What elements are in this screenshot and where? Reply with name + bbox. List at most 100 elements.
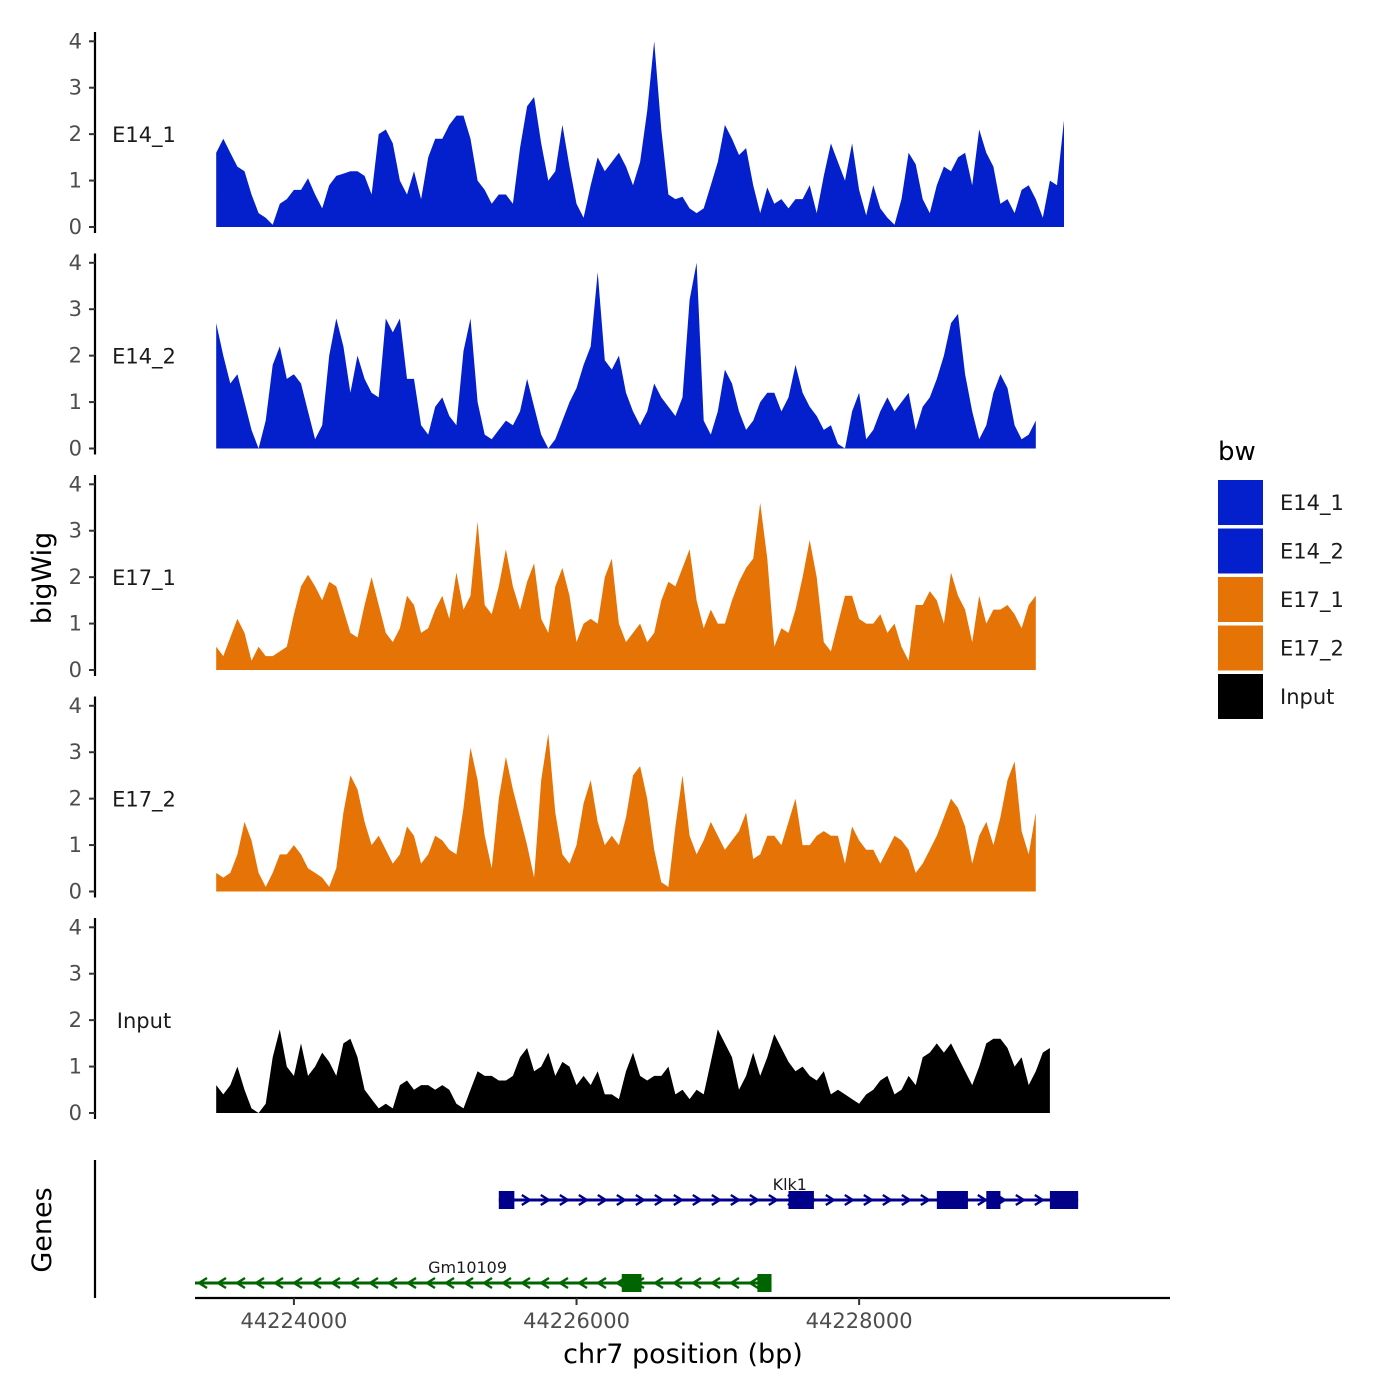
legend-title: bw [1218, 437, 1256, 467]
strand-arrow [367, 1276, 379, 1290]
strand-arrow [671, 1276, 683, 1290]
strand-arrow [310, 1276, 322, 1290]
legend-label: E14_2 [1280, 540, 1344, 565]
y-tick-label: 1 [69, 390, 82, 414]
coverage-area [216, 733, 1036, 892]
coverage-area [216, 1029, 1050, 1113]
strand-arrow [977, 1193, 989, 1207]
strand-arrow [1034, 1193, 1046, 1207]
strand-arrow [730, 1193, 742, 1207]
strand-arrow [768, 1193, 780, 1207]
y-tick-label: 4 [69, 472, 82, 496]
strand-arrow [597, 1193, 609, 1207]
track-label: E17_2 [112, 788, 176, 813]
strand-arrow [272, 1276, 284, 1290]
strand-arrow [863, 1193, 875, 1207]
x-tick-label: 44226000 [523, 1309, 630, 1333]
strand-arrow [728, 1276, 740, 1290]
y-axis-title: bigWig [27, 532, 58, 625]
y-tick-label: 4 [69, 29, 82, 53]
strand-arrow [424, 1276, 436, 1290]
strand-arrow [673, 1193, 685, 1207]
y-tick-label: 4 [69, 694, 82, 718]
genes-axis-title: Genes [27, 1187, 58, 1272]
exon [757, 1274, 772, 1292]
track-label: E14_1 [112, 123, 176, 148]
legend-swatch [1218, 577, 1263, 622]
strand-arrow [920, 1193, 932, 1207]
strand-arrow [557, 1276, 569, 1290]
legend-label: E17_2 [1280, 637, 1344, 662]
track-Input: 0 1 2 3 4 Input [69, 915, 1050, 1125]
strand-arrow [329, 1276, 341, 1290]
strand-arrow [749, 1193, 761, 1207]
exon [621, 1274, 642, 1292]
strand-arrow [405, 1276, 417, 1290]
strand-arrow [711, 1193, 723, 1207]
strand-arrow [348, 1276, 360, 1290]
strand-arrow [595, 1276, 607, 1290]
strand-arrow [747, 1276, 759, 1290]
strand-arrow [234, 1276, 246, 1290]
gene-label: Klk1 [773, 1175, 807, 1194]
y-tick-label: 0 [69, 437, 82, 461]
strand-arrow [443, 1276, 455, 1290]
strand-arrow [291, 1276, 303, 1290]
strand-arrow [196, 1276, 208, 1290]
y-tick-label: 3 [69, 740, 82, 764]
legend-item-E17_1: E17_1 [1218, 577, 1344, 622]
strand-arrow [462, 1276, 474, 1290]
strand-arrow [1015, 1193, 1027, 1207]
track-label: E17_1 [112, 566, 176, 591]
y-tick-label: 1 [69, 1055, 82, 1079]
track-E14_1: 0 1 2 3 4 E14_1 [69, 29, 1064, 239]
coverage-area [216, 262, 1036, 449]
legend-swatch [1218, 625, 1263, 671]
y-tick-label: 1 [69, 833, 82, 857]
y-tick-label: 4 [69, 251, 82, 275]
y-tick-label: 0 [69, 658, 82, 682]
y-tick-label: 1 [69, 612, 82, 636]
track-E14_2: 0 1 2 3 4 E14_2 [69, 251, 1036, 461]
track-E17_2: 0 1 2 3 4 E17_2 [69, 694, 1036, 904]
strand-arrow [253, 1276, 265, 1290]
legend-swatch [1218, 674, 1263, 719]
y-tick-label: 0 [69, 1101, 82, 1125]
gene-label: Gm10109 [428, 1258, 507, 1277]
legend-item-E14_2: E14_2 [1218, 528, 1344, 574]
y-tick-label: 4 [69, 915, 82, 939]
x-axis-title: chr7 position (bp) [563, 1339, 803, 1370]
y-tick-label: 3 [69, 76, 82, 100]
x-tick-label: 44224000 [240, 1309, 347, 1333]
exon [498, 1191, 515, 1209]
y-tick-label: 2 [69, 565, 82, 589]
gene-Klk1: Klk1 [498, 1175, 1079, 1209]
y-tick-label: 2 [69, 787, 82, 811]
y-tick-label: 2 [69, 122, 82, 146]
strand-arrow [692, 1193, 704, 1207]
legend-item-Input: Input [1218, 674, 1334, 719]
track-label: E14_2 [112, 345, 176, 370]
strand-arrow [709, 1276, 721, 1290]
y-tick-label: 2 [69, 1008, 82, 1032]
exon [936, 1191, 968, 1209]
strand-arrow [519, 1276, 531, 1290]
strand-arrow [844, 1193, 856, 1207]
strand-arrow [825, 1193, 837, 1207]
strand-arrow [578, 1193, 590, 1207]
y-tick-label: 0 [69, 880, 82, 904]
legend-swatch [1218, 480, 1263, 525]
legend-label: E14_1 [1280, 491, 1344, 516]
strand-arrow [635, 1193, 647, 1207]
y-tick-label: 3 [69, 297, 82, 321]
strand-arrow [540, 1193, 552, 1207]
strand-arrow [215, 1276, 227, 1290]
x-tick-label: 44228000 [806, 1309, 913, 1333]
legend-label: E17_1 [1280, 588, 1344, 613]
coverage-area [216, 41, 1064, 227]
strand-arrow [500, 1276, 512, 1290]
coverage-area [216, 502, 1036, 670]
strand-arrow [690, 1276, 702, 1290]
strand-arrow [882, 1193, 894, 1207]
